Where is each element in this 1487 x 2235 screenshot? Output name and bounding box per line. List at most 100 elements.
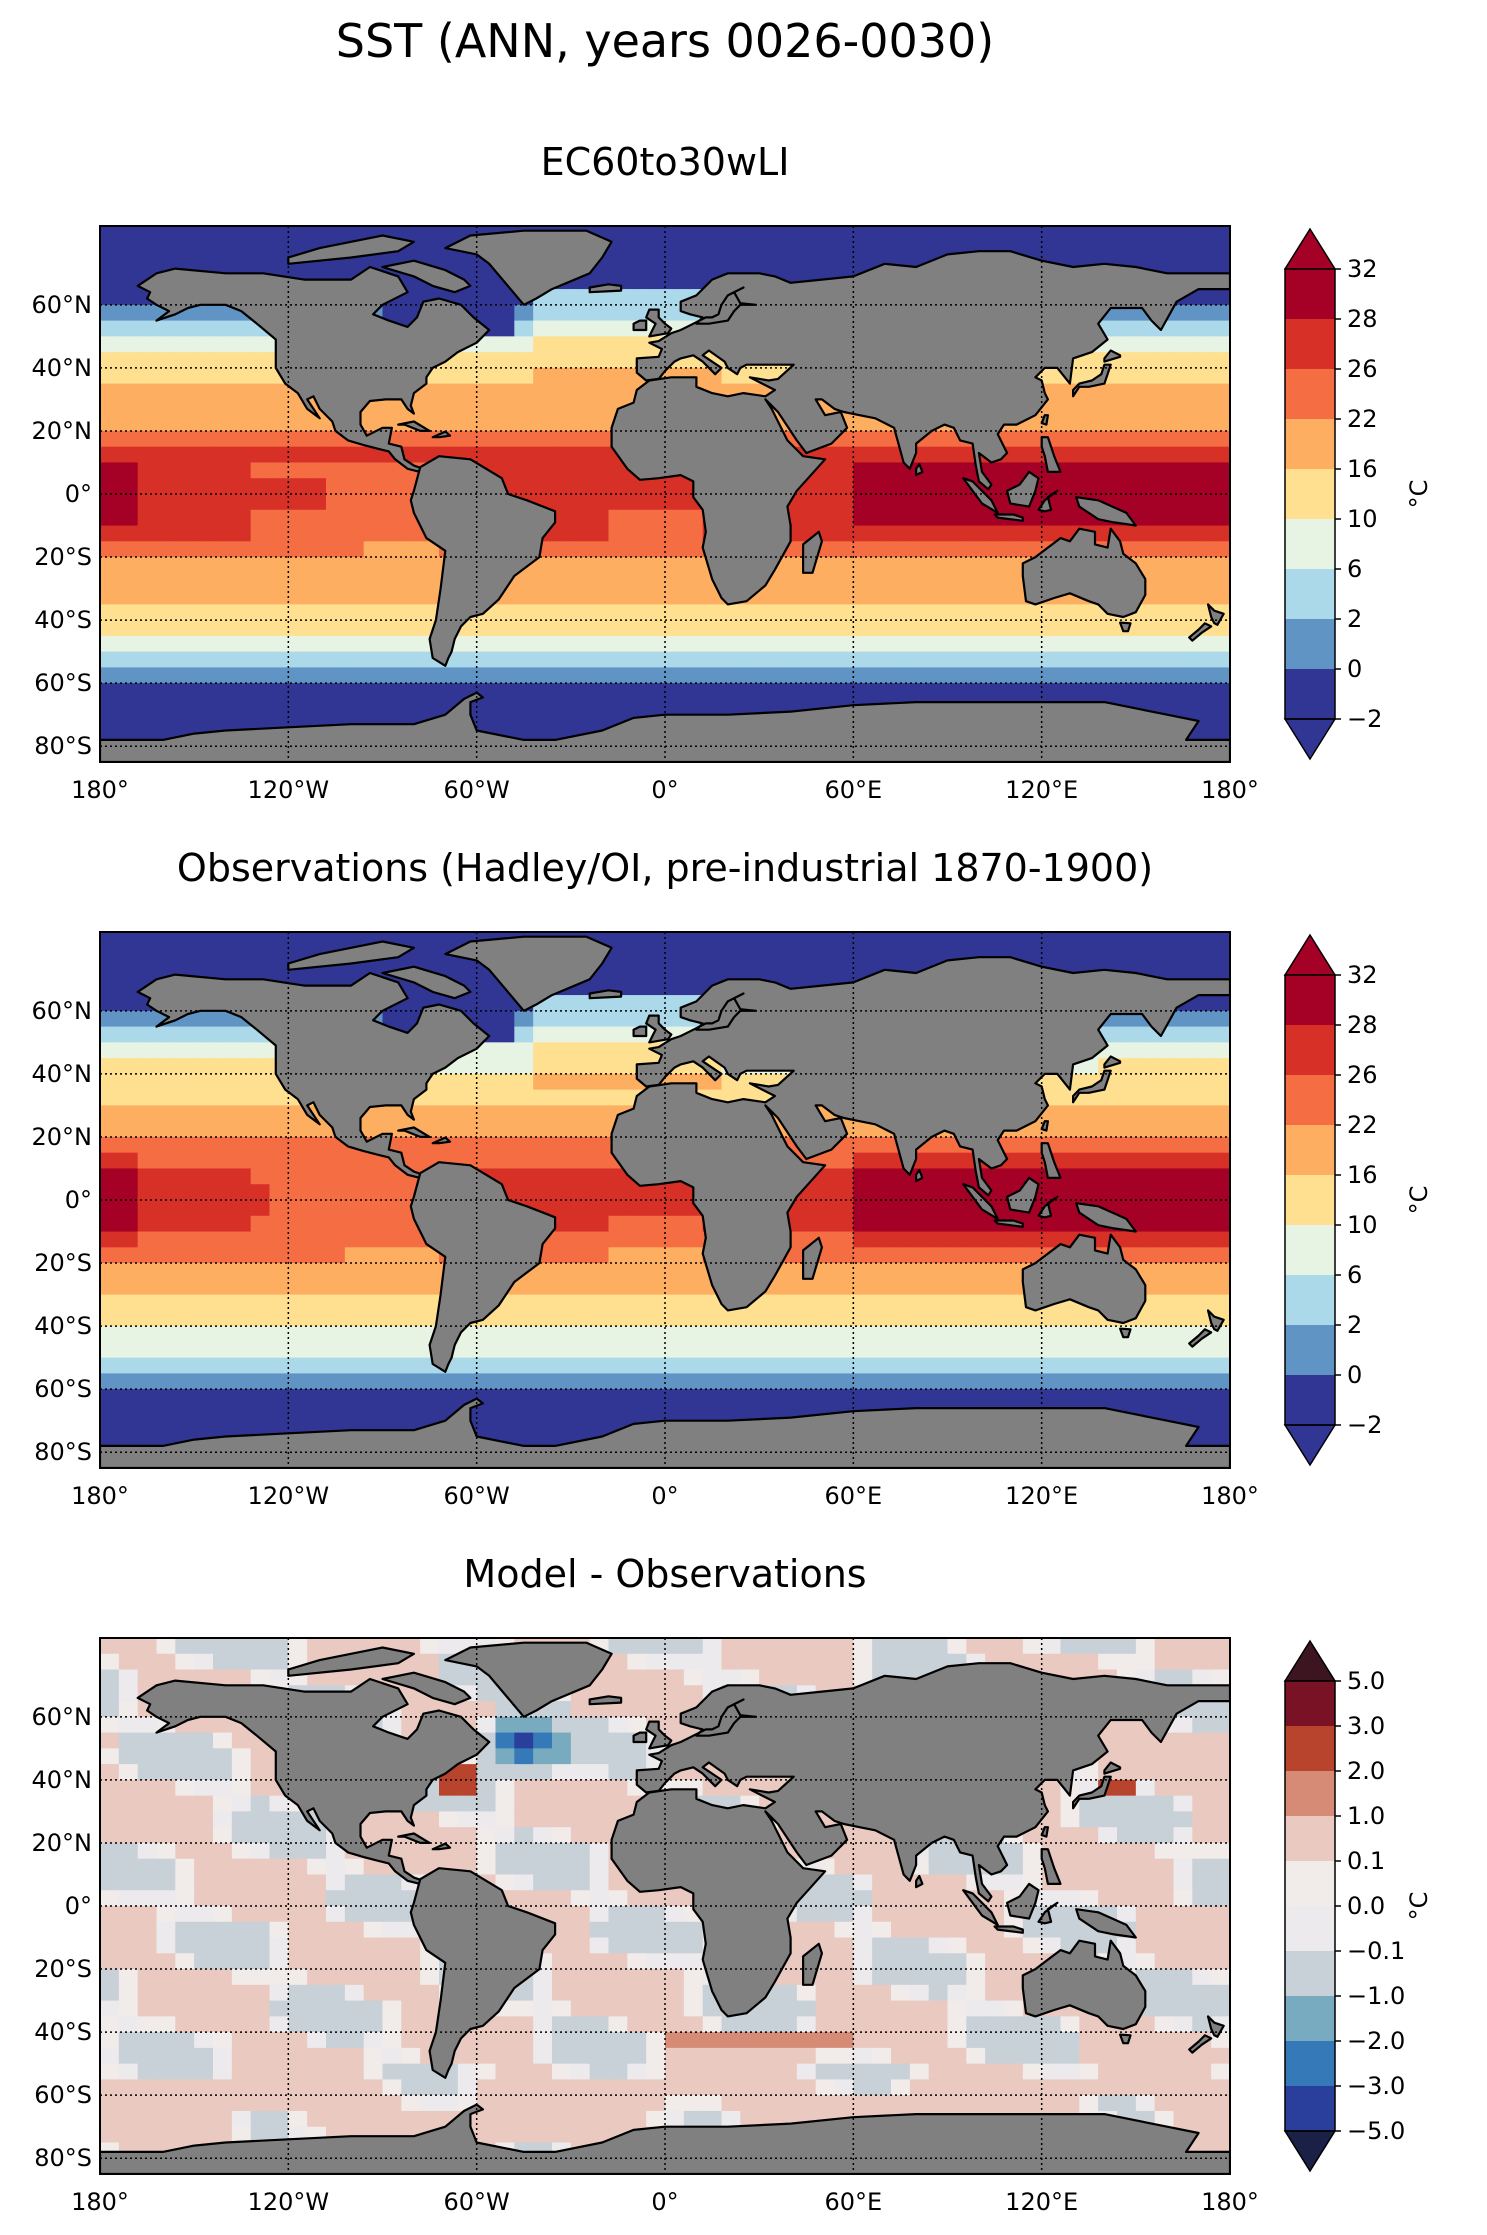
ocean-cell [514, 1764, 534, 1781]
ocean-cell [702, 1294, 723, 1311]
ocean-cell [589, 667, 610, 684]
ocean-cell [1211, 1200, 1230, 1217]
ocean-cell [1041, 241, 1062, 259]
colorbar-tick-label: 10 [1347, 505, 1378, 533]
ocean-cell [231, 698, 252, 716]
ocean-cell [288, 1310, 308, 1327]
ocean-cell [665, 635, 685, 653]
ocean-cell [665, 1357, 685, 1375]
ocean-cell [420, 1389, 440, 1406]
ocean-cell [326, 588, 346, 605]
ocean-cell [1135, 1215, 1156, 1233]
ocean-cell [194, 1168, 214, 1185]
ocean-cell [1192, 1263, 1212, 1280]
ocean-cell [344, 478, 365, 495]
ocean-cell [683, 698, 704, 716]
ocean-cell [608, 336, 628, 353]
ocean-cell [721, 947, 741, 965]
ocean-cell [627, 635, 647, 653]
ocean-cell [853, 620, 873, 637]
x-tick-label: 0° [651, 1482, 678, 1510]
ocean-cell [570, 1105, 591, 1122]
ocean-cell [363, 1200, 384, 1217]
ocean-cell [853, 462, 873, 479]
ocean-cell [231, 1215, 252, 1233]
ocean-cell [100, 257, 120, 274]
ocean-cell [1192, 1389, 1212, 1406]
ocean-cell [344, 1404, 365, 1422]
ocean-cell [1022, 226, 1043, 243]
sri-lanka-landmass [915, 462, 924, 477]
ocean-cell [589, 478, 610, 495]
ocean-cell [213, 1089, 233, 1107]
ocean-cell [589, 588, 610, 605]
ocean-cell [570, 557, 591, 574]
ocean-cell [702, 651, 723, 669]
ocean-cell [194, 336, 214, 353]
ocean-cell [382, 1200, 402, 1217]
ocean-cell [966, 1278, 986, 1296]
ocean-cell [533, 320, 553, 337]
ocean-cell [533, 1404, 553, 1422]
ocean-cell [382, 399, 402, 416]
ocean-cell [834, 572, 854, 590]
ocean-cell [740, 1310, 760, 1327]
hispaniola-landmass [431, 430, 452, 439]
panel-bias-sst: 180° 120°W 60°W 0° 60°E 120°E 180°60°N40°N20°N… [32, 1637, 1433, 2216]
ocean-cell [552, 1042, 572, 1059]
ocean-cell [853, 604, 873, 621]
ocean-cell [1211, 1373, 1230, 1390]
ocean-cell [928, 1653, 949, 1671]
ocean-cell [872, 1357, 892, 1375]
ocean-cell [1211, 494, 1230, 511]
ocean-cell [834, 1326, 854, 1343]
ocean-cell [683, 273, 704, 290]
x-tick-label: 60°W [444, 1482, 510, 1510]
ocean-cell [344, 1669, 365, 1686]
colorbar-segment [1285, 1375, 1335, 1426]
ocean-cell [100, 588, 120, 605]
ocean-cell [175, 1073, 195, 1091]
ocean-cell [1135, 1168, 1156, 1185]
ocean-cell [1154, 383, 1175, 401]
ocean-cell [891, 1373, 911, 1390]
ocean-cell [665, 1685, 685, 1702]
ocean-cell [1098, 1168, 1118, 1185]
ocean-cell [401, 1638, 421, 1655]
ocean-cell [118, 1121, 139, 1138]
ocean-cell [1041, 478, 1062, 495]
ocean-cell [439, 1795, 459, 1813]
ocean-cell [1192, 367, 1212, 385]
ocean-cell [476, 1073, 497, 1091]
ocean-cell [1173, 509, 1193, 527]
ocean-cell [326, 257, 346, 274]
ocean-cell [100, 525, 120, 542]
ocean-cell [665, 478, 685, 495]
ocean-cell [589, 1764, 610, 1781]
ocean-cell [250, 509, 271, 527]
ocean-cell [514, 1811, 534, 1828]
ocean-cell [721, 1638, 741, 1655]
ocean-cell [288, 509, 308, 527]
ocean-cell [928, 509, 949, 527]
ocean-cell [570, 1073, 591, 1091]
ocean-cell [250, 947, 271, 965]
ocean-cell [853, 557, 873, 574]
ocean-cell [665, 1669, 685, 1686]
ocean-cell [589, 683, 610, 700]
ocean-cell [1004, 525, 1024, 542]
ocean-cell [137, 1732, 158, 1749]
ocean-cell [100, 1389, 120, 1406]
ocean-cell [608, 462, 628, 479]
ocean-cell [589, 557, 610, 574]
ocean-cell [1079, 1638, 1099, 1655]
ocean-cell [721, 1669, 741, 1686]
ocean-cell [985, 1638, 1005, 1655]
ocean-cell [344, 651, 365, 669]
ocean-cell [570, 1278, 591, 1296]
ocean-cell [552, 667, 572, 684]
ocean-cell [1060, 947, 1080, 965]
ocean-cell [1173, 635, 1193, 653]
ocean-cell [213, 399, 233, 416]
ocean-cell [1211, 320, 1230, 337]
